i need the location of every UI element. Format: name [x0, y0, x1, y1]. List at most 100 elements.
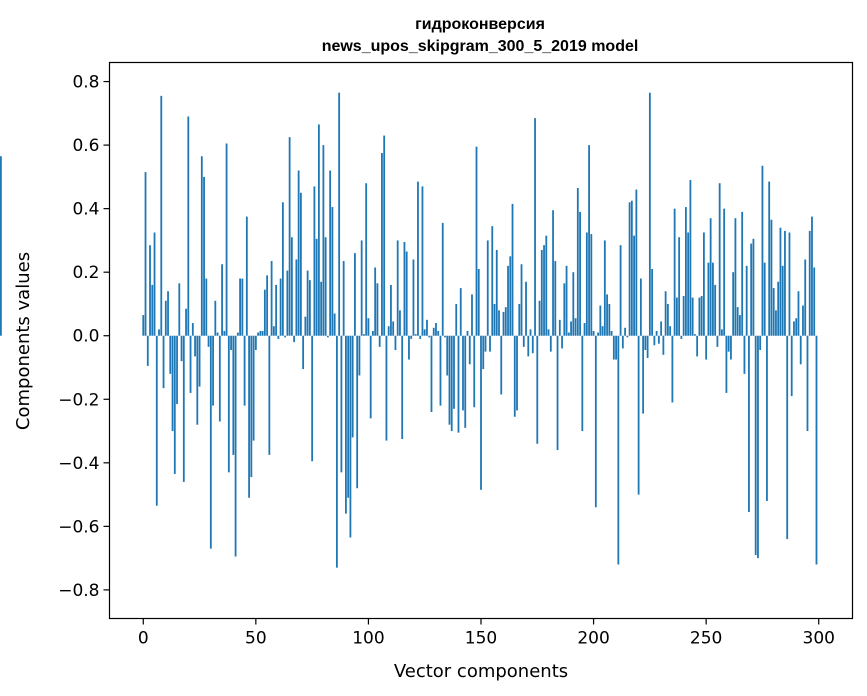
- bar: [518, 303, 521, 336]
- bar: [0, 156, 2, 336]
- bar: [543, 245, 545, 336]
- bar: [811, 216, 813, 336]
- bar: [259, 330, 262, 336]
- bar: [790, 335, 793, 397]
- bar: [187, 116, 190, 336]
- bar: [207, 335, 210, 347]
- bar: [151, 284, 154, 336]
- x-tick-label: 150: [465, 629, 497, 649]
- bar: [714, 284, 717, 336]
- bar: [675, 297, 678, 336]
- bar: [703, 232, 705, 336]
- bar: [777, 281, 780, 336]
- bar: [491, 226, 494, 336]
- bar: [554, 261, 557, 336]
- bar: [473, 335, 476, 408]
- bar: [534, 118, 536, 336]
- bar: [468, 335, 471, 365]
- bar: [736, 307, 739, 336]
- bar: [372, 330, 374, 336]
- bar: [799, 335, 802, 365]
- bar: [615, 335, 617, 360]
- bar: [196, 335, 199, 425]
- bar: [345, 335, 347, 514]
- bar: [691, 297, 694, 336]
- bar: [635, 189, 638, 336]
- bar: [561, 335, 563, 349]
- bar: [146, 335, 149, 366]
- bar: [583, 323, 586, 336]
- bar: [439, 335, 442, 406]
- bar: [788, 232, 791, 336]
- bar: [169, 335, 172, 374]
- bar: [529, 329, 532, 336]
- bar: [354, 253, 356, 336]
- bar: [603, 240, 606, 336]
- x-tick-label: 50: [245, 629, 267, 649]
- bar: [153, 232, 156, 336]
- bar: [349, 335, 352, 538]
- y-tick-label: −0.4: [58, 454, 99, 474]
- bar: [399, 310, 401, 336]
- bar: [680, 335, 683, 339]
- chart-title: гидроконверсия: [415, 16, 545, 33]
- bar: [671, 335, 674, 403]
- bar: [444, 335, 446, 338]
- bar: [421, 186, 424, 336]
- bar: [743, 335, 746, 374]
- bar: [786, 335, 789, 540]
- bar: [383, 135, 386, 336]
- bar: [419, 335, 422, 339]
- bar: [795, 318, 798, 336]
- bar: [712, 262, 714, 336]
- bar: [763, 262, 766, 336]
- bar: [279, 278, 282, 336]
- bar: [221, 264, 223, 336]
- bar: [356, 335, 359, 489]
- bar: [315, 238, 318, 336]
- bar: [752, 238, 755, 336]
- bar: [351, 335, 354, 438]
- bar: [245, 216, 248, 336]
- bar: [804, 259, 807, 336]
- bar: [565, 265, 568, 336]
- bar: [340, 335, 343, 473]
- bar: [504, 307, 507, 336]
- bar: [475, 146, 478, 336]
- bar: [608, 303, 611, 336]
- bar: [597, 332, 599, 336]
- bar: [653, 335, 656, 346]
- bar: [601, 326, 604, 336]
- bar: [243, 335, 246, 406]
- bar: [387, 326, 390, 336]
- bar: [331, 207, 334, 336]
- bar: [149, 245, 151, 336]
- bar: [367, 318, 370, 336]
- bar: [486, 240, 489, 336]
- bar: [570, 321, 572, 336]
- bar: [272, 326, 275, 336]
- y-tick-label: 0.2: [72, 263, 99, 283]
- bar: [423, 329, 426, 336]
- bar: [435, 323, 437, 336]
- x-axis-ticks: 0 50 100 150 200 250 300: [138, 618, 835, 649]
- bar: [191, 323, 194, 336]
- bar: [263, 289, 266, 336]
- bar: [313, 186, 316, 336]
- bar: [682, 296, 685, 336]
- bar: [592, 330, 595, 336]
- bar: [453, 335, 455, 409]
- bar: [540, 249, 543, 336]
- bar: [297, 170, 300, 336]
- bar: [293, 335, 296, 343]
- bar: [700, 296, 703, 336]
- bar: [549, 335, 552, 352]
- bar: [482, 335, 485, 370]
- bar: [414, 334, 417, 336]
- bar: [218, 335, 221, 422]
- bar: [250, 335, 253, 478]
- x-tick-label: 300: [803, 629, 835, 649]
- x-tick-label: 100: [352, 629, 384, 649]
- bar: [171, 335, 174, 432]
- bar: [275, 284, 278, 336]
